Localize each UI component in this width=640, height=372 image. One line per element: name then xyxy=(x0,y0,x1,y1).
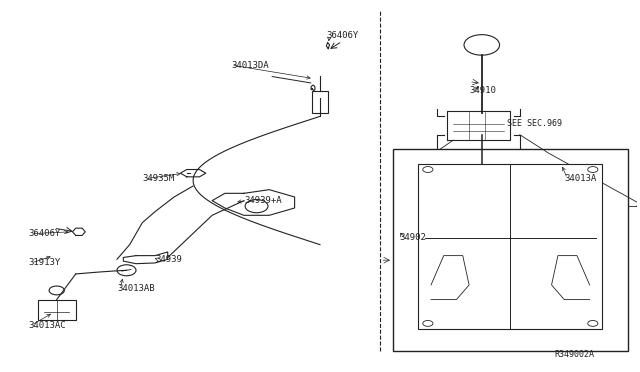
Bar xyxy=(312,91,328,113)
Circle shape xyxy=(464,35,500,55)
Text: 34013A: 34013A xyxy=(564,174,596,183)
Circle shape xyxy=(423,321,433,326)
Text: SEE SEC.969: SEE SEC.969 xyxy=(507,119,562,128)
Text: 34013AC: 34013AC xyxy=(28,321,66,330)
Bar xyxy=(38,299,76,320)
Circle shape xyxy=(588,167,598,173)
Text: 34939+A: 34939+A xyxy=(244,196,282,205)
Text: 34935M: 34935M xyxy=(142,174,175,183)
Circle shape xyxy=(637,202,640,209)
Text: 36406Y: 36406Y xyxy=(326,31,358,40)
Text: 34939: 34939 xyxy=(155,255,182,264)
Bar xyxy=(419,164,602,329)
Text: 34902: 34902 xyxy=(399,233,426,242)
Circle shape xyxy=(117,265,136,276)
Circle shape xyxy=(49,286,64,295)
Text: 34013DA: 34013DA xyxy=(231,61,269,70)
Circle shape xyxy=(588,321,598,326)
Circle shape xyxy=(245,199,268,213)
Text: R349002A: R349002A xyxy=(555,350,595,359)
Text: 34013AB: 34013AB xyxy=(117,284,155,293)
Text: 34910: 34910 xyxy=(469,86,496,95)
Text: 31913Y: 31913Y xyxy=(28,259,60,267)
Circle shape xyxy=(423,167,433,173)
Text: 36406Y: 36406Y xyxy=(28,229,60,238)
Bar xyxy=(393,149,628,351)
